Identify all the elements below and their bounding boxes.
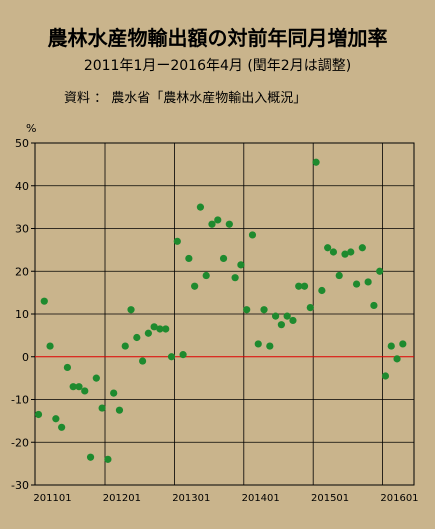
data-point: [133, 333, 141, 342]
data-point: [185, 254, 193, 263]
y-tick-label: -30: [11, 479, 29, 492]
data-point: [329, 248, 338, 256]
data-point: [381, 372, 390, 380]
data-point: [347, 248, 355, 256]
x-tick-label: 201101: [33, 493, 71, 504]
data-point: [167, 353, 176, 361]
data-point: [341, 250, 349, 258]
data-point: [283, 312, 291, 320]
x-tick-label: 201201: [103, 493, 141, 504]
data-point: [58, 423, 66, 431]
data-point: [289, 316, 297, 325]
data-point: [214, 216, 222, 224]
data-point: [277, 321, 285, 329]
data-point: [393, 355, 401, 363]
data-point: [173, 237, 181, 245]
data-point: [318, 286, 326, 295]
y-tick-label: 0: [22, 351, 29, 364]
data-point: [86, 453, 95, 461]
data-point: [69, 383, 77, 391]
data-point: [92, 374, 100, 382]
data-point: [34, 410, 43, 419]
data-point: [231, 274, 239, 282]
data-point: [40, 297, 48, 305]
chart-subtitle: 2011年1月ー2016年4月 (閏年2月は調整): [83, 58, 352, 74]
data-point: [358, 244, 366, 252]
data-point: [104, 455, 112, 463]
data-point: [191, 282, 199, 290]
data-point: [306, 303, 314, 312]
y-tick-label: 50: [15, 137, 29, 150]
x-tick-label: 201601: [380, 493, 418, 504]
data-point: [121, 342, 129, 350]
data-point: [225, 220, 233, 228]
data-point: [312, 158, 320, 166]
data-point: [208, 220, 216, 228]
data-point: [144, 329, 152, 337]
y-axis-label: %: [26, 122, 36, 135]
data-point: [202, 271, 210, 280]
data-point: [237, 261, 245, 269]
data-point: [260, 306, 268, 314]
data-point: [266, 342, 274, 350]
data-point: [364, 278, 372, 286]
x-tick-label: 201501: [311, 493, 349, 504]
chart-source: 資料 ： 農水省「農林水産物輸出入概況」: [64, 91, 307, 106]
data-point: [370, 301, 378, 310]
data-point: [272, 312, 280, 320]
data-point: [98, 404, 106, 412]
y-tick-label: -10: [11, 394, 29, 407]
data-point: [81, 387, 89, 395]
data-point: [63, 363, 72, 372]
data-point: [300, 282, 309, 290]
data-point: [162, 325, 170, 333]
data-point: [219, 254, 228, 263]
data-point: [387, 342, 395, 350]
data-point: [376, 267, 384, 275]
data-point: [248, 231, 257, 239]
y-tick-label: 20: [15, 265, 29, 278]
data-point: [75, 383, 83, 391]
data-point: [156, 325, 164, 333]
x-tick-label: 201301: [172, 493, 210, 504]
data-point: [399, 340, 407, 348]
data-point: [179, 351, 187, 359]
data-point: [243, 306, 251, 314]
data-point: [127, 306, 135, 314]
data-point: [138, 357, 147, 365]
data-point: [335, 271, 343, 280]
y-tick-label: 30: [15, 223, 29, 236]
data-point: [352, 280, 361, 288]
chart-title: 農林水産物輸出額の対前年同月増加率: [47, 26, 388, 50]
y-tick-label: -20: [11, 436, 29, 449]
data-point: [52, 415, 60, 423]
data-point: [324, 244, 332, 252]
data-point: [46, 342, 54, 350]
data-point: [115, 406, 124, 414]
data-point: [196, 203, 205, 211]
y-tick-label: 10: [15, 308, 29, 321]
data-point: [295, 282, 303, 290]
y-tick-label: 40: [15, 180, 29, 193]
data-point: [110, 389, 118, 397]
x-tick-label: 201401: [242, 493, 280, 504]
data-point: [150, 323, 158, 331]
data-point: [254, 340, 262, 348]
